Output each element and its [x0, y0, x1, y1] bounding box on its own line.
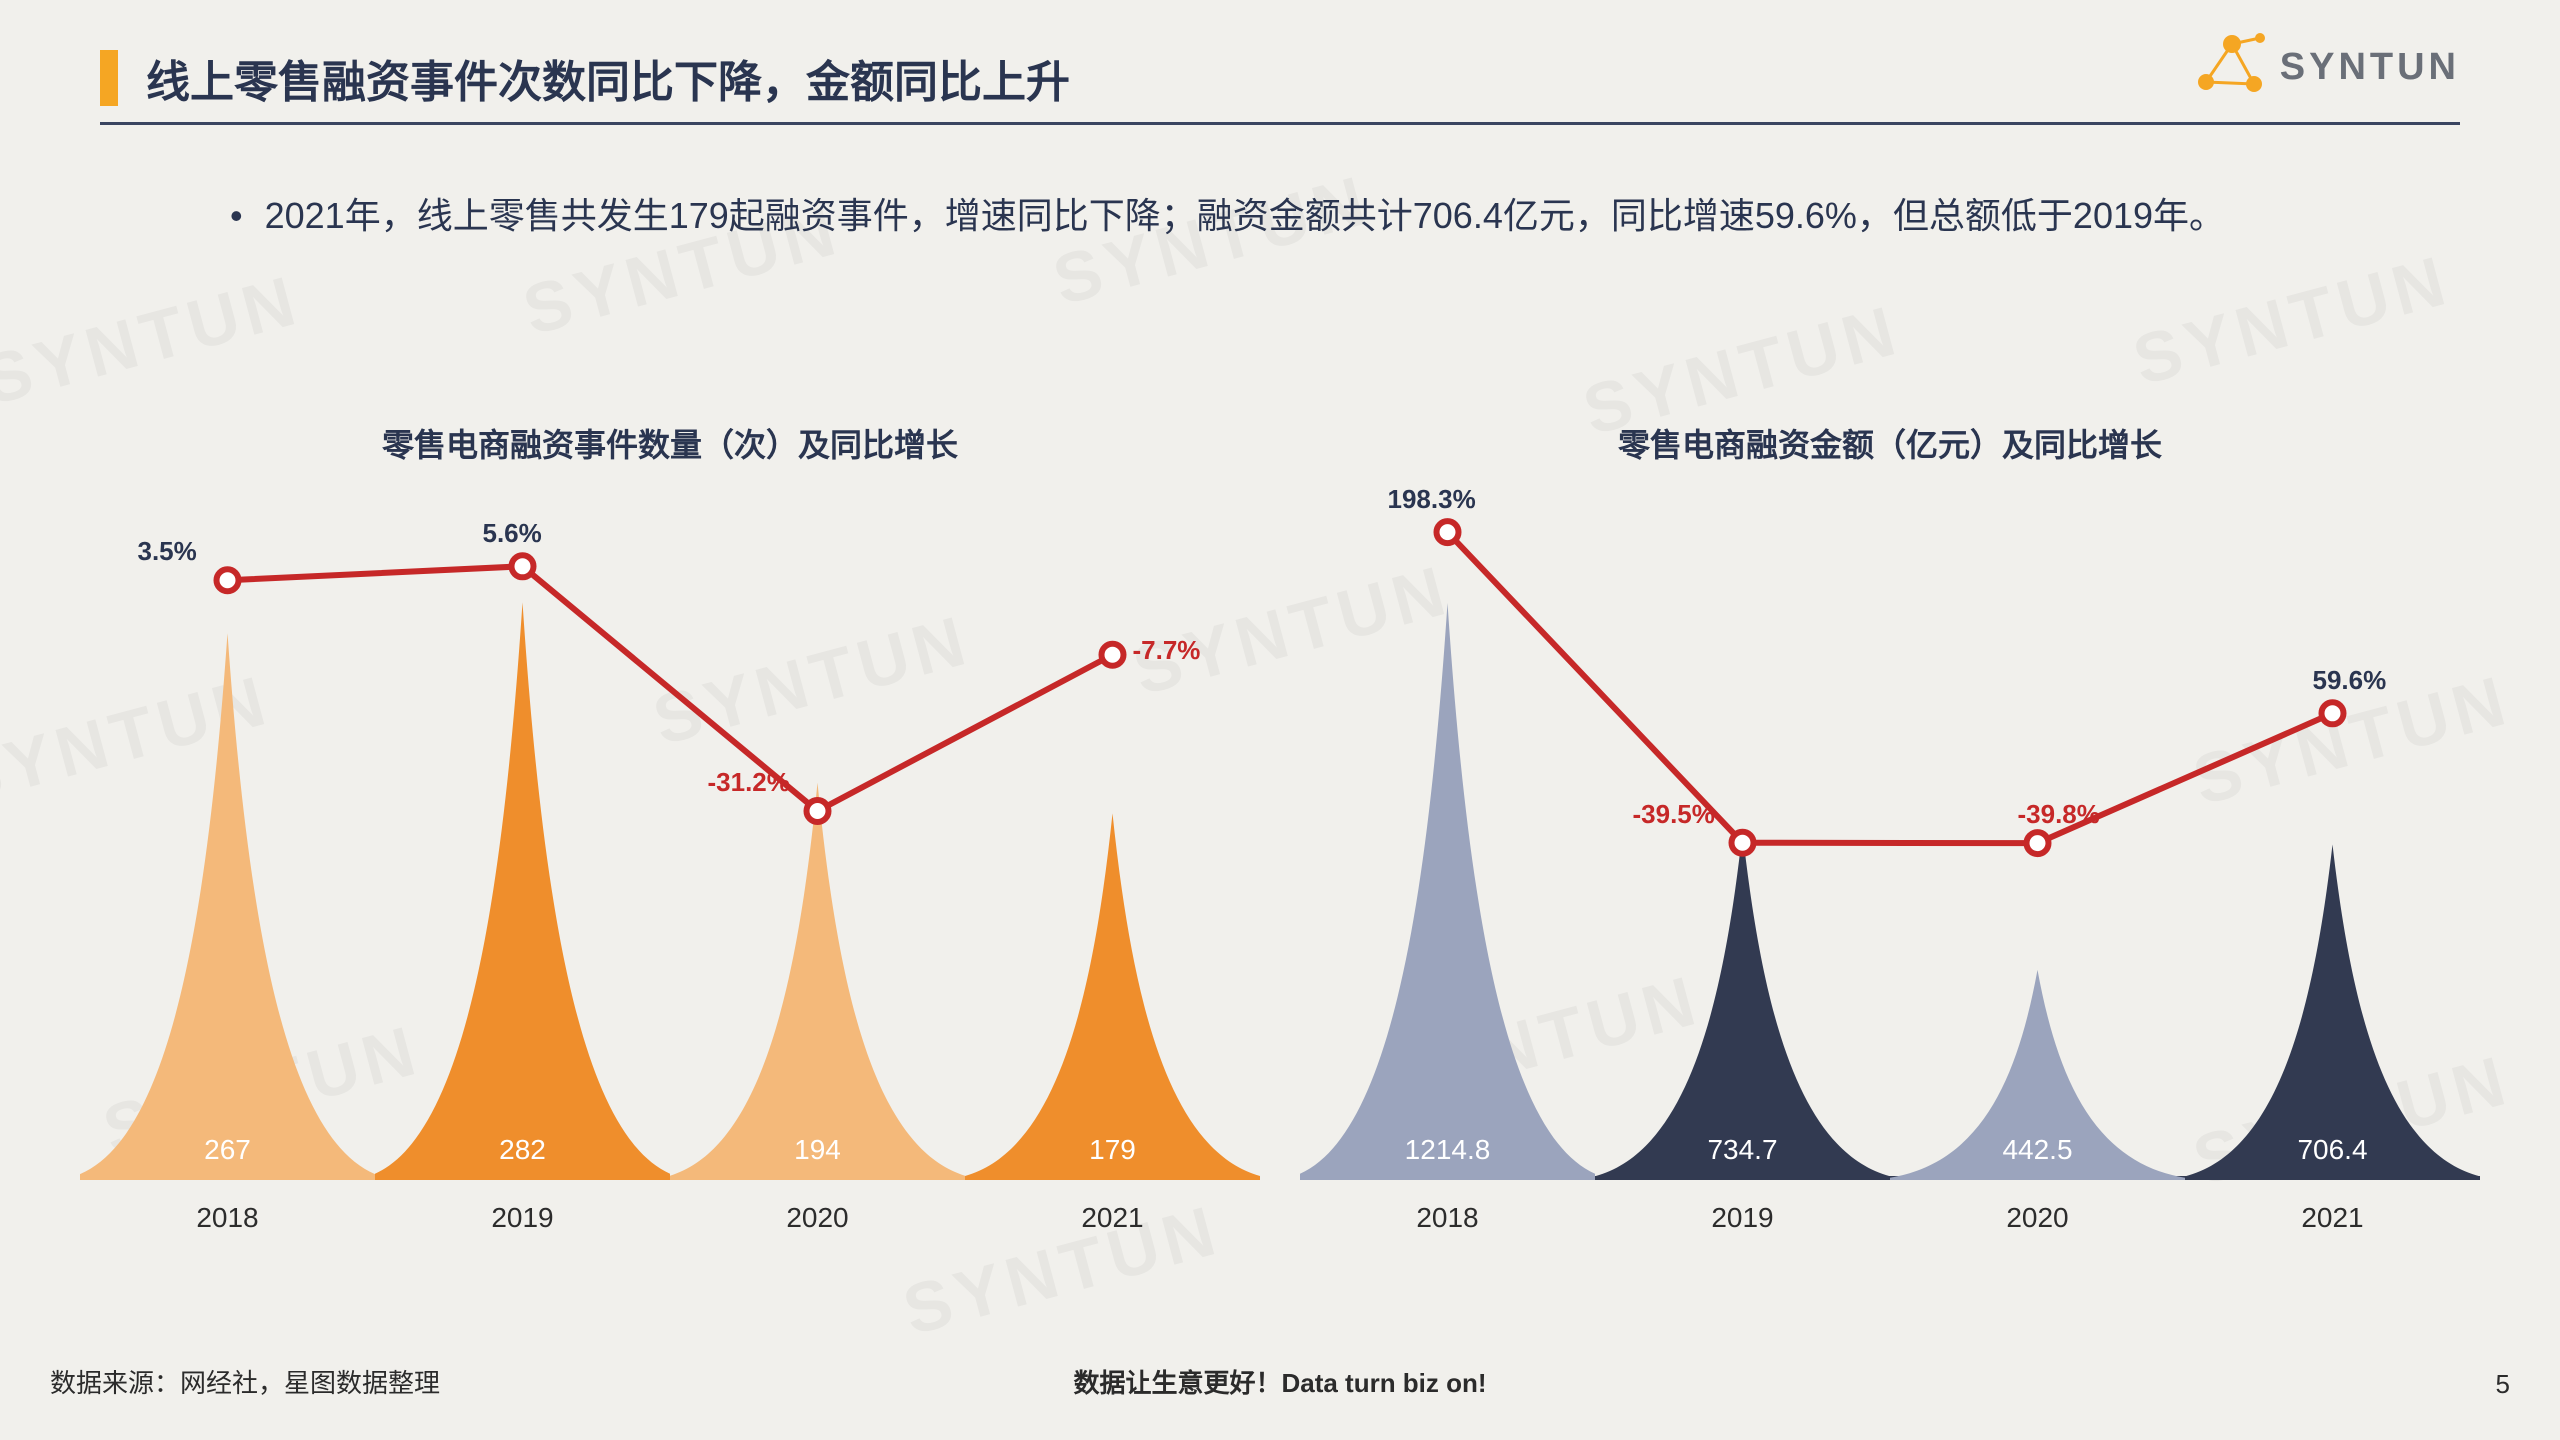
line-marker-icon — [807, 800, 829, 822]
line-marker-icon — [1732, 832, 1754, 854]
page-footer: 数据来源：网经社，星图数据整理 数据让生意更好！Data turn biz on… — [50, 1363, 2510, 1400]
line-value-label: 198.3% — [1388, 484, 1476, 515]
page-title: 线上零售融资事件次数同比下降，金额同比上升 — [146, 46, 2460, 110]
header-rule — [100, 122, 2460, 125]
chart-amount-plot: 1214.82018734.72019442.52020706.42021198… — [1300, 490, 2480, 1180]
line-marker-icon — [2322, 702, 2344, 724]
logo-text: SYNTUN — [2280, 46, 2460, 89]
growth-line — [80, 490, 1260, 1180]
footer-source: 数据来源：网经社，星图数据整理 — [50, 1363, 440, 1400]
bullet-dot-icon: • — [230, 185, 243, 246]
page-number: 5 — [2496, 1369, 2510, 1400]
line-marker-icon — [217, 569, 239, 591]
x-axis-label: 2021 — [2185, 1202, 2480, 1234]
growth-line — [1300, 490, 2480, 1180]
line-value-label: -7.7% — [1133, 635, 1201, 666]
line-value-label: -31.2% — [708, 767, 790, 798]
watermark: SYNTUN — [0, 259, 309, 420]
page-header: 线上零售融资事件次数同比下降，金额同比上升 — [100, 46, 2460, 110]
summary-bullet: • 2021年，线上零售共发生179起融资事件，增速同比下降；融资金额共计706… — [230, 185, 2330, 246]
brand-logo: SYNTUN — [2192, 30, 2460, 104]
line-marker-icon — [1102, 644, 1124, 666]
chart-events-title: 零售电商融资事件数量（次）及同比增长 — [80, 420, 1260, 466]
logo-mark-icon — [2192, 30, 2266, 104]
x-axis-label: 2021 — [965, 1202, 1260, 1234]
line-marker-icon — [1437, 521, 1459, 543]
x-axis-label: 2019 — [375, 1202, 670, 1234]
line-value-label: 3.5% — [138, 536, 197, 567]
x-axis-label: 2020 — [670, 1202, 965, 1234]
x-axis-label: 2018 — [80, 1202, 375, 1234]
line-marker-icon — [2027, 832, 2049, 854]
line-marker-icon — [512, 555, 534, 577]
x-axis-label: 2019 — [1595, 1202, 1890, 1234]
line-value-label: -39.5% — [1633, 799, 1715, 830]
x-axis-label: 2018 — [1300, 1202, 1595, 1234]
line-value-label: -39.8% — [2018, 799, 2100, 830]
header-accent-bar — [100, 50, 118, 106]
chart-events-plot: 26720182822019194202017920213.5%5.6%-31.… — [80, 490, 1260, 1180]
line-value-label: 59.6% — [2313, 665, 2387, 696]
bullet-text: 2021年，线上零售共发生179起融资事件，增速同比下降；融资金额共计706.4… — [265, 185, 2225, 246]
charts-container: 零售电商融资事件数量（次）及同比增长 267201828220191942020… — [80, 420, 2480, 1240]
footer-slogan: 数据让生意更好！Data turn biz on! — [1073, 1363, 1486, 1400]
chart-events: 零售电商融资事件数量（次）及同比增长 267201828220191942020… — [80, 420, 1260, 1240]
watermark: SYNTUN — [2125, 239, 2458, 400]
chart-amount: 零售电商融资金额（亿元）及同比增长 1214.82018734.72019442… — [1300, 420, 2480, 1240]
chart-amount-title: 零售电商融资金额（亿元）及同比增长 — [1300, 420, 2480, 466]
line-value-label: 5.6% — [483, 518, 542, 549]
x-axis-label: 2020 — [1890, 1202, 2185, 1234]
